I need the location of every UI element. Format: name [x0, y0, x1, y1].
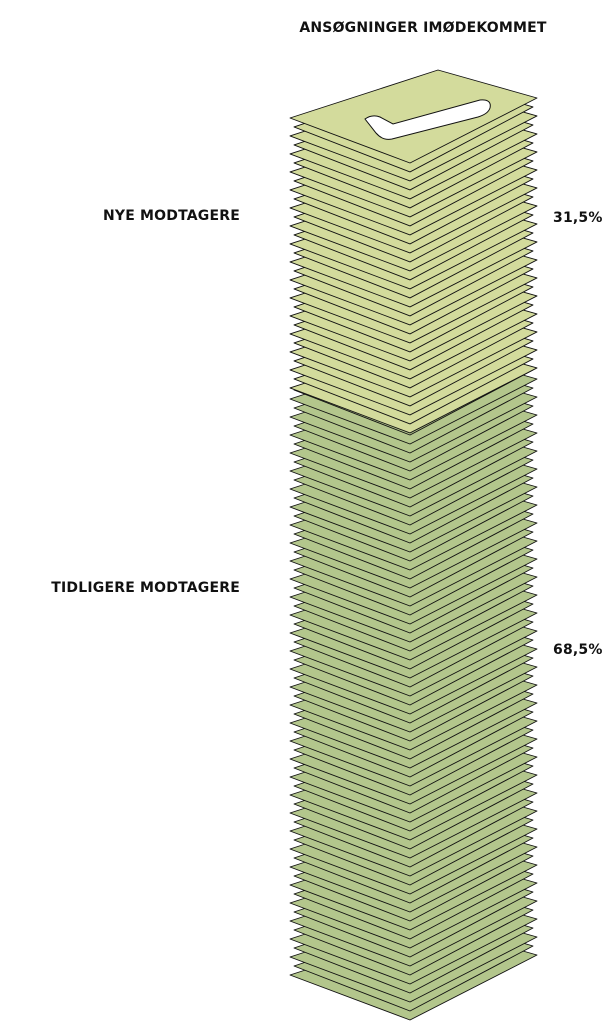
stack-segment — [290, 342, 537, 1020]
series-label: TIDLIGERE MODTAGERE — [51, 580, 240, 596]
value-label: 68,5% — [553, 642, 603, 658]
paper-stack — [290, 70, 537, 1020]
series-label: NYE MODTAGERE — [103, 208, 240, 224]
value-label: 31,5% — [553, 210, 603, 226]
chart-title: ANSØGNINGER IMØDEKOMMET — [299, 20, 547, 36]
chart: ANSØGNINGER IMØDEKOMMET NYE MODTAGERE TI… — [0, 0, 610, 1027]
